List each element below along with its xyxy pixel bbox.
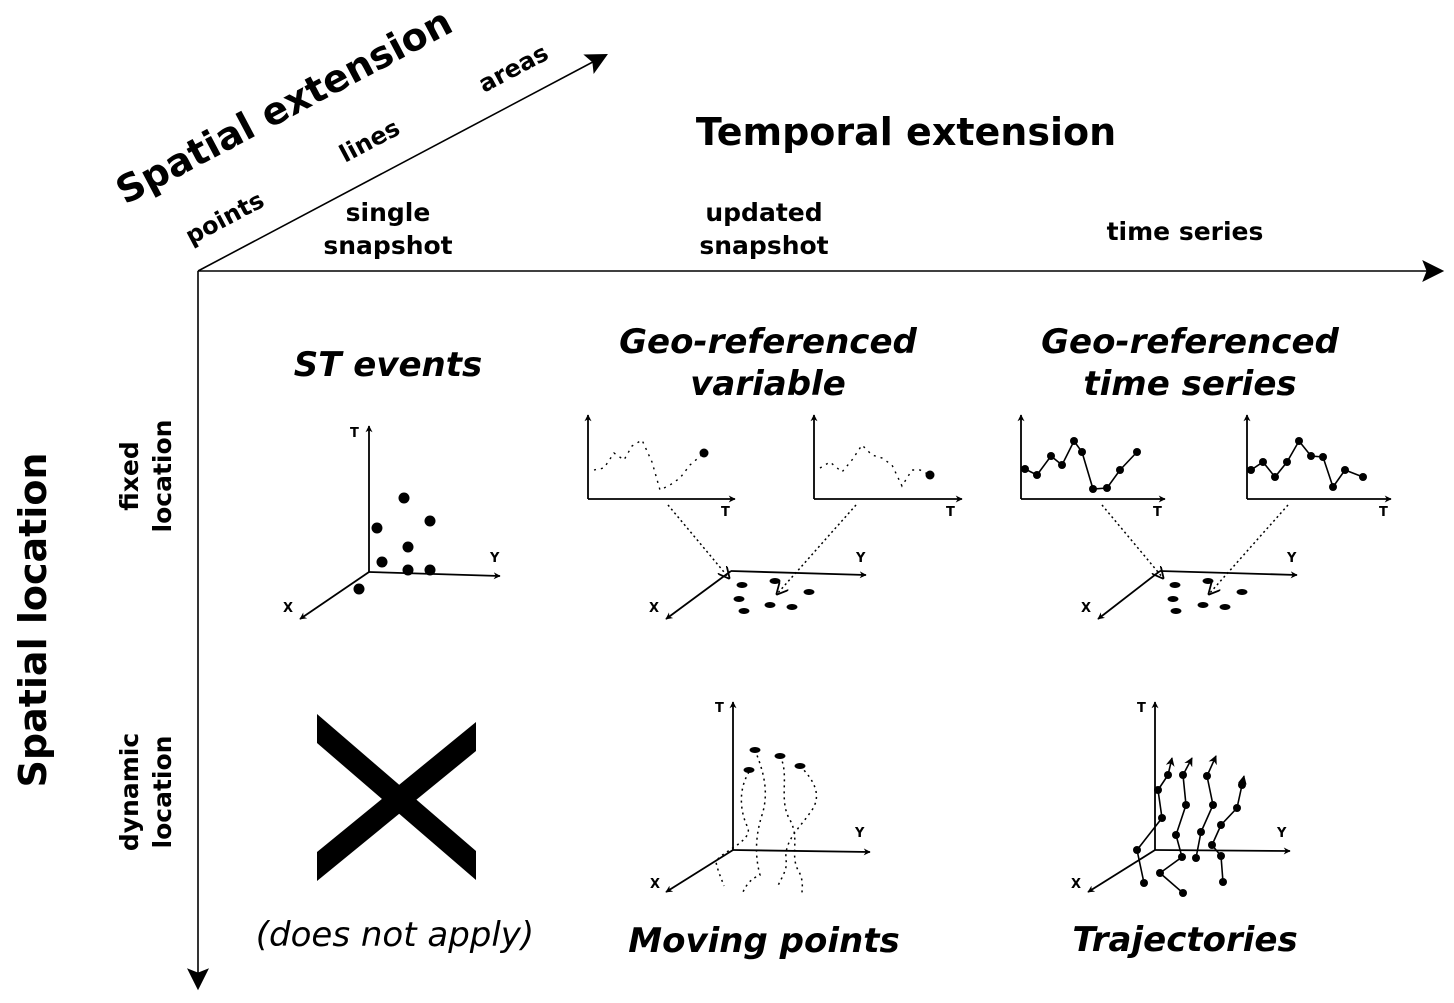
- geo-variable-title-line2: variable: [690, 364, 846, 404]
- spatial-extension-title: Spatial extension: [109, 0, 460, 213]
- location-marker: [803, 589, 815, 595]
- axis-label-x: X: [1081, 601, 1091, 616]
- spatial-extension-axis: [197, 53, 608, 272]
- axis-label-t: T: [1137, 701, 1146, 716]
- event-point: [371, 522, 383, 534]
- location-marker: [769, 578, 781, 584]
- axis-label-t: T: [715, 701, 724, 716]
- temporal-updated-line2: snapshot: [699, 231, 828, 260]
- fixed-location-line2: location: [148, 420, 177, 533]
- moving-point: [794, 763, 806, 769]
- time-series-chart-2: [1243, 414, 1392, 503]
- dynamic-location-line2: location: [148, 736, 177, 849]
- event-point: [353, 583, 365, 595]
- location-marker: [738, 608, 750, 614]
- location-marker: [1236, 589, 1248, 595]
- location-marker: [733, 596, 745, 602]
- st-events-plot: [299, 425, 501, 620]
- axis-label-y: Y: [854, 826, 865, 841]
- geo-variable-title-line1: Geo-referenced: [619, 322, 917, 362]
- location-marker: [736, 582, 748, 588]
- geo-time-series-title-line1: Geo-referenced: [1041, 322, 1339, 362]
- trajectories-title: Trajectories: [1072, 920, 1297, 960]
- geo-time-series-title-line2: time series: [1083, 364, 1296, 404]
- geo-variable-map: [665, 504, 867, 620]
- event-point: [398, 492, 410, 504]
- axis-label-y: Y: [855, 551, 866, 566]
- location-marker: [1219, 604, 1231, 610]
- location-marker: [1167, 596, 1179, 602]
- axis-label-x: X: [1071, 877, 1081, 892]
- moving-points-plot: [665, 701, 871, 895]
- moving-point: [749, 747, 761, 753]
- event-point: [376, 556, 388, 568]
- event-point: [402, 564, 414, 576]
- axis-label-x: X: [649, 601, 659, 616]
- trajectories-plot: [1087, 701, 1291, 894]
- dynamic-location-line1: dynamic: [115, 733, 144, 851]
- axis-label-t: T: [1153, 505, 1162, 520]
- axis-label-x: X: [650, 877, 660, 892]
- moving-point: [743, 767, 755, 773]
- time-series-chart-1: [1017, 414, 1166, 503]
- axis-label-t: T: [350, 426, 359, 441]
- axis-label-y: Y: [489, 551, 500, 566]
- event-point: [424, 564, 436, 576]
- location-marker: [764, 602, 776, 608]
- axis-label-y: Y: [1286, 551, 1297, 566]
- does-not-apply-label: (does not apply): [256, 915, 534, 955]
- axis-label-x: X: [283, 601, 293, 616]
- axis-label-t: T: [946, 505, 955, 520]
- temporal-single-line1: single: [346, 198, 431, 227]
- temporal-time-series: time series: [1107, 217, 1264, 246]
- location-marker: [1169, 582, 1181, 588]
- temporal-updated-line1: updated: [705, 198, 822, 227]
- snapshot-chart-2: [810, 414, 963, 503]
- snapshot-chart-1: [584, 414, 736, 503]
- location-marker: [1170, 608, 1182, 614]
- moving-point: [774, 753, 786, 759]
- event-point: [402, 541, 414, 553]
- location-marker: [786, 604, 798, 610]
- st-events-title: ST events: [294, 345, 483, 385]
- geo-time-series-map: [1097, 504, 1298, 620]
- temporal-single-line2: snapshot: [323, 231, 452, 260]
- location-marker: [1197, 602, 1209, 608]
- axis-label-t: T: [1379, 505, 1388, 520]
- fixed-location-line1: fixed: [115, 441, 144, 511]
- axis-label-t: T: [721, 505, 730, 520]
- axis-label-y: Y: [1276, 826, 1287, 841]
- spatial-extension-lines: lines: [335, 114, 405, 169]
- moving-points-title: Moving points: [628, 921, 899, 961]
- event-point: [424, 515, 436, 527]
- temporal-extension-title: Temporal extension: [696, 110, 1116, 154]
- spatial-location-title: Spatial location: [11, 453, 55, 788]
- not-applicable-cross-icon: [317, 714, 476, 881]
- location-marker: [1202, 578, 1214, 584]
